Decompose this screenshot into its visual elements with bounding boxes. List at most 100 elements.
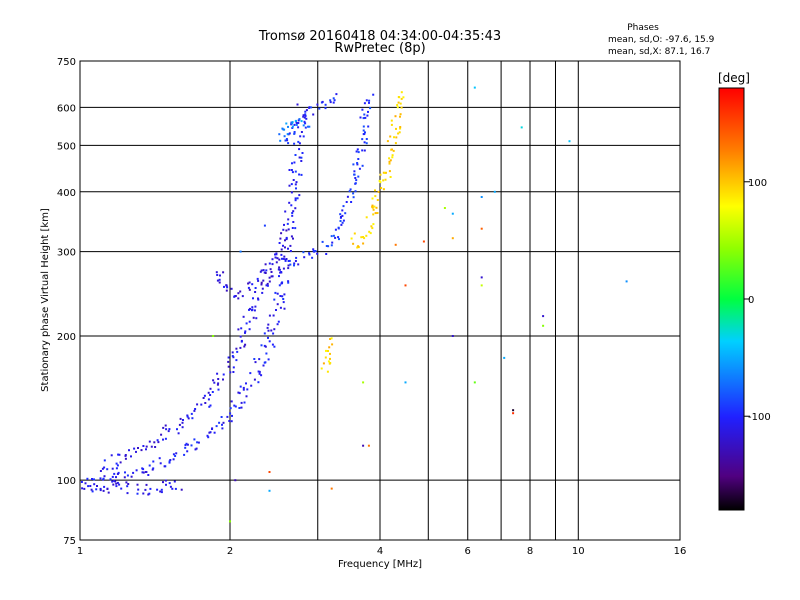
data-point — [271, 258, 274, 261]
data-point — [216, 383, 219, 386]
data-point — [285, 229, 288, 232]
data-point — [321, 240, 324, 243]
data-point — [399, 127, 402, 130]
data-point — [283, 135, 286, 138]
data-point — [216, 372, 219, 375]
data-point — [334, 236, 337, 239]
data-point — [124, 457, 127, 460]
data-point — [335, 93, 338, 96]
data-point — [149, 487, 152, 490]
data-point — [354, 190, 357, 193]
data-point — [87, 485, 90, 488]
data-point — [473, 86, 476, 89]
data-point — [269, 268, 272, 271]
y-tick-label: 400 — [57, 188, 76, 199]
data-point — [373, 205, 376, 208]
data-point — [301, 152, 304, 154]
data-point — [114, 480, 117, 483]
data-point — [240, 327, 243, 330]
data-point — [279, 306, 282, 309]
data-point — [302, 135, 305, 138]
data-point — [332, 97, 335, 100]
data-point — [245, 322, 248, 325]
data-point — [329, 357, 331, 360]
data-point — [287, 267, 290, 270]
data-point — [141, 471, 144, 474]
data-point — [451, 237, 454, 240]
data-point — [394, 115, 397, 118]
data-point — [160, 491, 163, 494]
data-point — [284, 139, 287, 142]
data-point — [399, 115, 401, 118]
data-point — [148, 440, 151, 443]
data-point — [371, 197, 374, 200]
data-point — [267, 336, 269, 339]
data-point — [248, 328, 251, 331]
data-point — [363, 113, 366, 116]
data-point — [287, 247, 289, 250]
data-point — [156, 488, 159, 491]
data-point — [265, 352, 268, 355]
data-point — [169, 459, 172, 461]
data-point — [397, 132, 400, 135]
data-point — [234, 479, 237, 482]
data-point — [302, 115, 305, 118]
data-point — [361, 138, 364, 141]
data-point — [391, 148, 393, 151]
data-point — [111, 480, 114, 483]
data-point — [126, 485, 129, 488]
data-point — [362, 133, 365, 136]
data-point — [190, 444, 193, 447]
data-point — [103, 485, 106, 488]
data-point — [389, 176, 392, 178]
data-point — [329, 362, 332, 364]
data-point — [196, 441, 199, 444]
data-point — [367, 110, 369, 113]
data-point — [356, 163, 359, 166]
data-point — [264, 272, 267, 274]
data-point — [318, 107, 321, 110]
data-point — [294, 207, 297, 210]
data-point — [280, 248, 283, 251]
data-point — [221, 427, 224, 430]
data-point — [402, 96, 405, 99]
data-point — [400, 106, 403, 109]
data-point — [250, 384, 253, 387]
data-point — [235, 347, 238, 350]
data-point — [212, 379, 215, 382]
data-point — [365, 234, 368, 237]
data-point — [257, 381, 260, 384]
data-point — [287, 228, 290, 231]
data-point — [324, 107, 327, 110]
data-point — [395, 136, 398, 139]
data-point — [363, 149, 366, 152]
data-point — [254, 361, 257, 364]
data-point — [128, 449, 130, 452]
data-point — [275, 253, 278, 256]
data-point — [274, 253, 276, 256]
data-point — [279, 139, 282, 142]
data-point — [288, 132, 291, 135]
data-point — [290, 191, 293, 194]
data-point — [152, 460, 155, 463]
data-point — [176, 428, 178, 431]
data-point — [285, 138, 288, 140]
data-point — [261, 287, 264, 290]
data-point — [244, 330, 247, 333]
data-point — [229, 407, 232, 410]
data-point — [297, 119, 300, 122]
data-point — [362, 125, 365, 128]
data-point — [217, 378, 220, 380]
data-point — [362, 129, 365, 132]
data-point — [193, 438, 196, 441]
data-point — [302, 251, 305, 254]
data-point — [340, 223, 343, 226]
data-point — [284, 239, 286, 242]
data-point — [267, 329, 270, 332]
data-point — [300, 160, 303, 162]
data-point — [382, 188, 385, 191]
data-point — [253, 358, 256, 360]
data-point — [81, 487, 84, 490]
data-point — [238, 407, 241, 409]
y-axis-label: Stationary phase Virtual Height [km] — [40, 208, 51, 392]
